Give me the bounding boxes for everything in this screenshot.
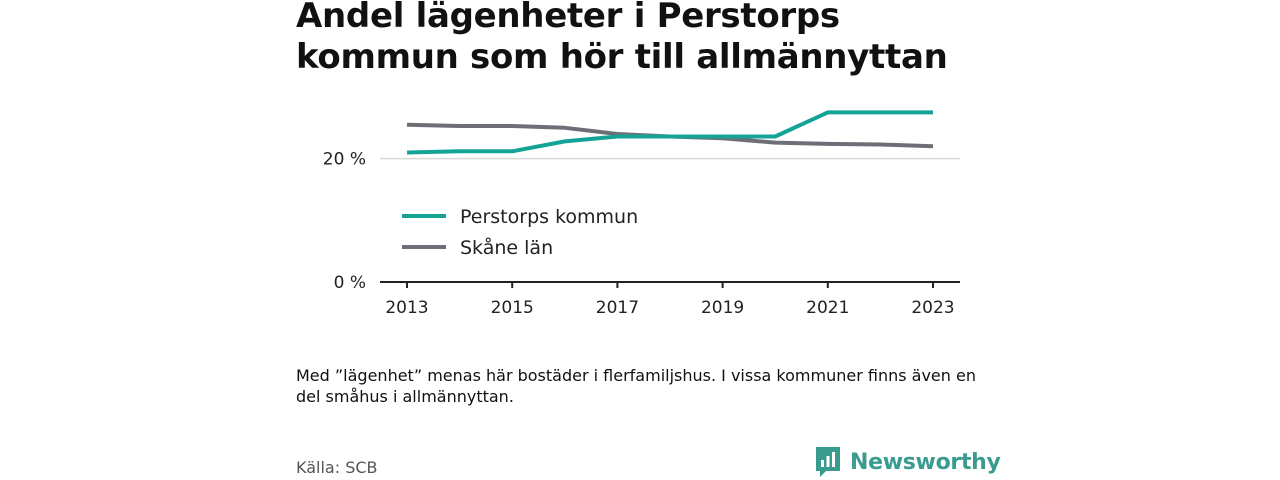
x-tick-label: 2023 bbox=[911, 298, 954, 318]
axis-layer: 0 % 20 % 2013 2015 2017 2019 2021 2023 bbox=[323, 150, 960, 318]
brand-logo: Newsworthy bbox=[814, 445, 1001, 479]
y-tick-label: 0 % bbox=[334, 273, 366, 293]
x-tick-label: 2019 bbox=[701, 298, 744, 318]
legend: Perstorps kommun Skåne län bbox=[402, 206, 638, 259]
y-tick-label: 20 % bbox=[323, 150, 366, 170]
series-layer bbox=[406, 110, 934, 155]
line-chart: 0 % 20 % 2013 2015 2017 2019 2021 2023 Perstorp… bbox=[323, 110, 960, 318]
legend-label: Skåne län bbox=[460, 236, 553, 259]
newsworthy-logo-icon bbox=[816, 447, 840, 477]
x-tick-label: 2017 bbox=[596, 298, 639, 318]
legend-label: Perstorps kommun bbox=[460, 206, 638, 228]
chart-title: Andel lägenheter i Perstorps kommun som … bbox=[296, 0, 948, 77]
x-tick-label: 2015 bbox=[491, 298, 534, 318]
source-credit: Källa: SCB bbox=[296, 458, 378, 477]
brand-name: Newsworthy bbox=[850, 449, 1001, 475]
x-tick-label: 2013 bbox=[385, 298, 428, 318]
x-tick-label: 2021 bbox=[806, 298, 849, 318]
chart-note: Med ”lägenhet” menas här bostäder i fler… bbox=[296, 366, 976, 406]
series-line-perstorp bbox=[406, 110, 933, 155]
